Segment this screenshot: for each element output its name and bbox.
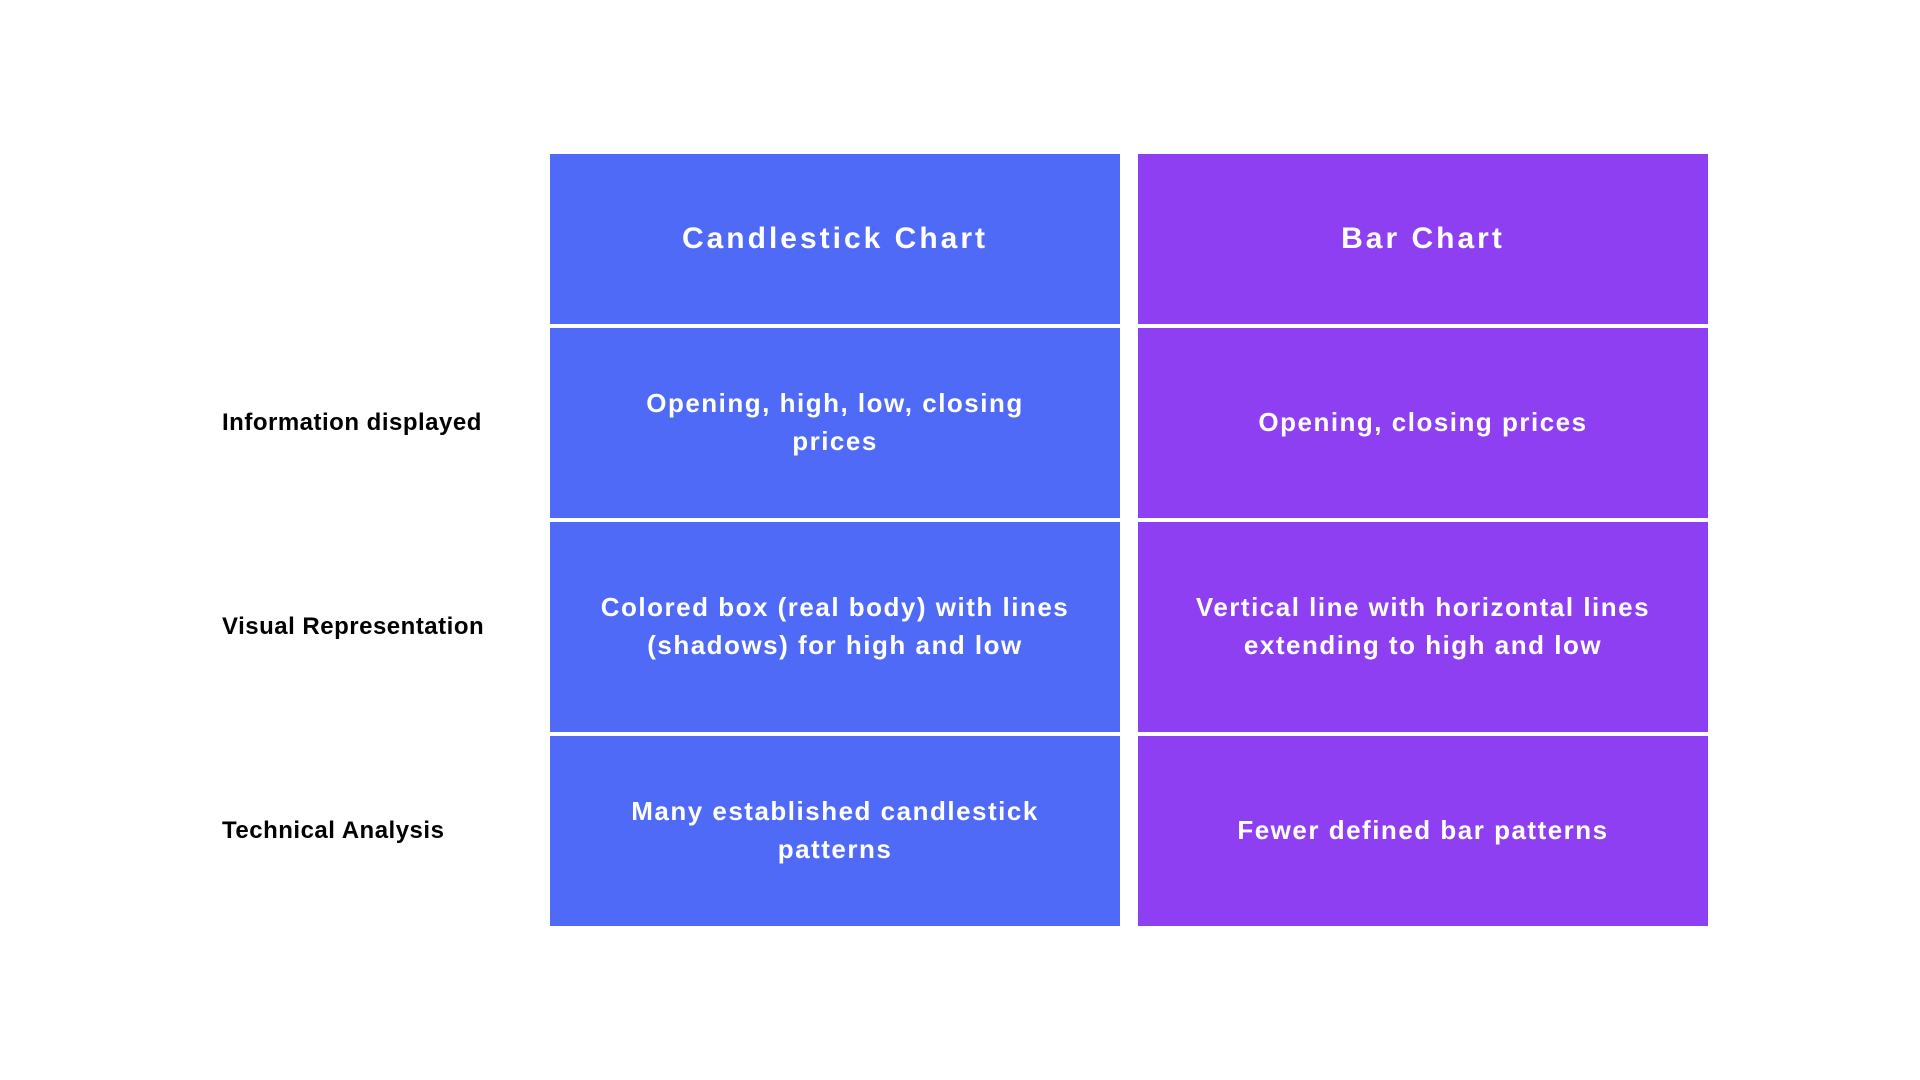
row-label-technical: Technical Analysis <box>212 736 532 926</box>
cell-visual-barchart: Vertical line with horizontal lines exte… <box>1138 522 1708 732</box>
row-label-visual: Visual Representation <box>212 522 532 732</box>
cell-technical-barchart: Fewer defined bar patterns <box>1138 736 1708 926</box>
cell-technical-candlestick: Many established candlestick patterns <box>550 736 1120 926</box>
cell-information-barchart: Opening, closing prices <box>1138 328 1708 518</box>
comparison-table: Candlestick Chart Bar Chart Information … <box>212 154 1708 926</box>
cell-information-candlestick: Opening, high, low, closing prices <box>550 328 1120 518</box>
cell-visual-candlestick: Colored box (real body) with lines (shad… <box>550 522 1120 732</box>
header-barchart: Bar Chart <box>1138 154 1708 324</box>
row-label-information: Information displayed <box>212 328 532 518</box>
header-candlestick: Candlestick Chart <box>550 154 1120 324</box>
header-empty-cell <box>212 154 532 324</box>
